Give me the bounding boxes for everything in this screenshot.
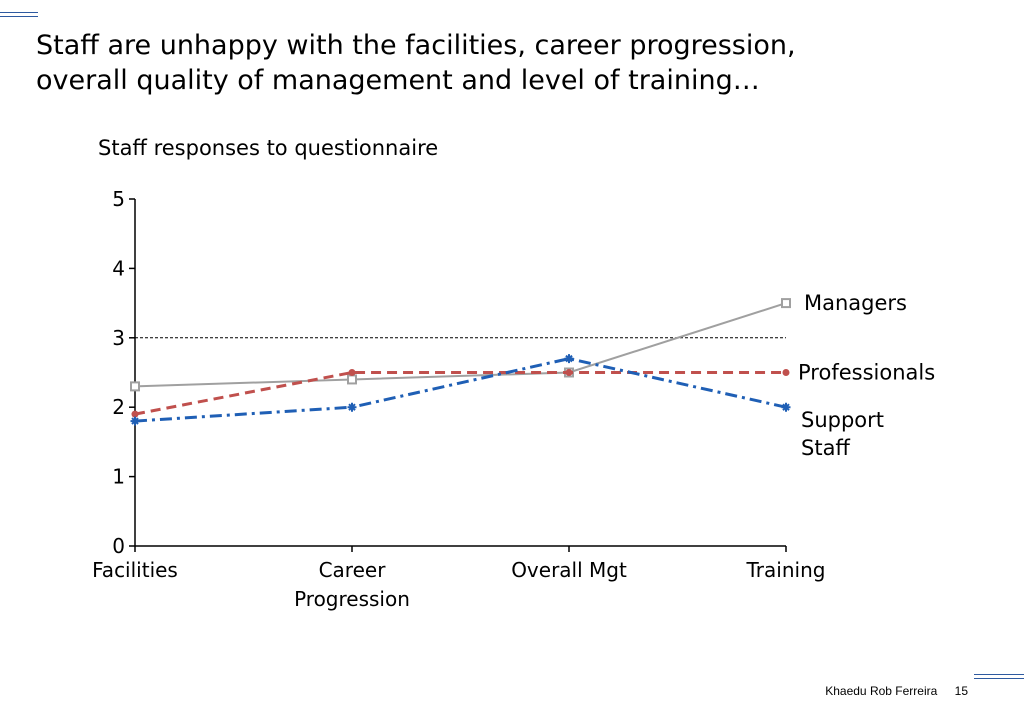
data-point — [130, 381, 140, 392]
series-label: Support — [801, 408, 884, 432]
data-point — [781, 298, 791, 309]
data-point — [564, 354, 574, 364]
data-point — [347, 374, 357, 385]
y-tick-label: 1 — [112, 465, 125, 489]
footer: Khaedu Rob Ferreira 15 — [811, 684, 968, 698]
data-point — [782, 369, 790, 376]
series-label: Staff — [801, 436, 850, 460]
data-point — [565, 369, 573, 376]
slide-title: Staff are unhappy with the facilities, c… — [36, 28, 996, 98]
x-tick-label: Facilities — [92, 558, 178, 582]
data-point — [781, 402, 791, 412]
series-label: Professionals — [798, 361, 935, 385]
decorative-lines-bottom — [974, 674, 1024, 682]
series-label: Managers — [804, 291, 907, 315]
data-point — [348, 369, 356, 376]
x-tick-label: Overall Mgt — [511, 558, 627, 582]
page-number: 15 — [954, 684, 968, 698]
data-point — [130, 416, 140, 426]
data-point — [347, 402, 357, 412]
slide-title-line-2: overall quality of management and level … — [36, 65, 760, 96]
y-tick-label: 0 — [112, 534, 125, 558]
series-line-support-staff — [134, 357, 787, 423]
x-tick-label: Career — [319, 558, 387, 582]
y-tick-label: 2 — [112, 395, 125, 419]
slide-title-line-1: Staff are unhappy with the facilities, c… — [36, 30, 796, 61]
x-tick-label: Progression — [294, 587, 410, 611]
data-point — [131, 410, 139, 418]
series-line-managers — [134, 302, 787, 388]
decorative-lines-top — [0, 12, 38, 20]
y-tick-label: 4 — [112, 256, 125, 280]
chart-title: Staff responses to questionnaire — [98, 136, 439, 160]
author-name: Khaedu Rob Ferreira — [825, 684, 938, 698]
x-tick-label: Training — [746, 558, 826, 582]
y-tick-label: 5 — [112, 187, 125, 211]
y-tick-label: 3 — [112, 326, 125, 350]
series-line-professionals — [134, 371, 786, 416]
